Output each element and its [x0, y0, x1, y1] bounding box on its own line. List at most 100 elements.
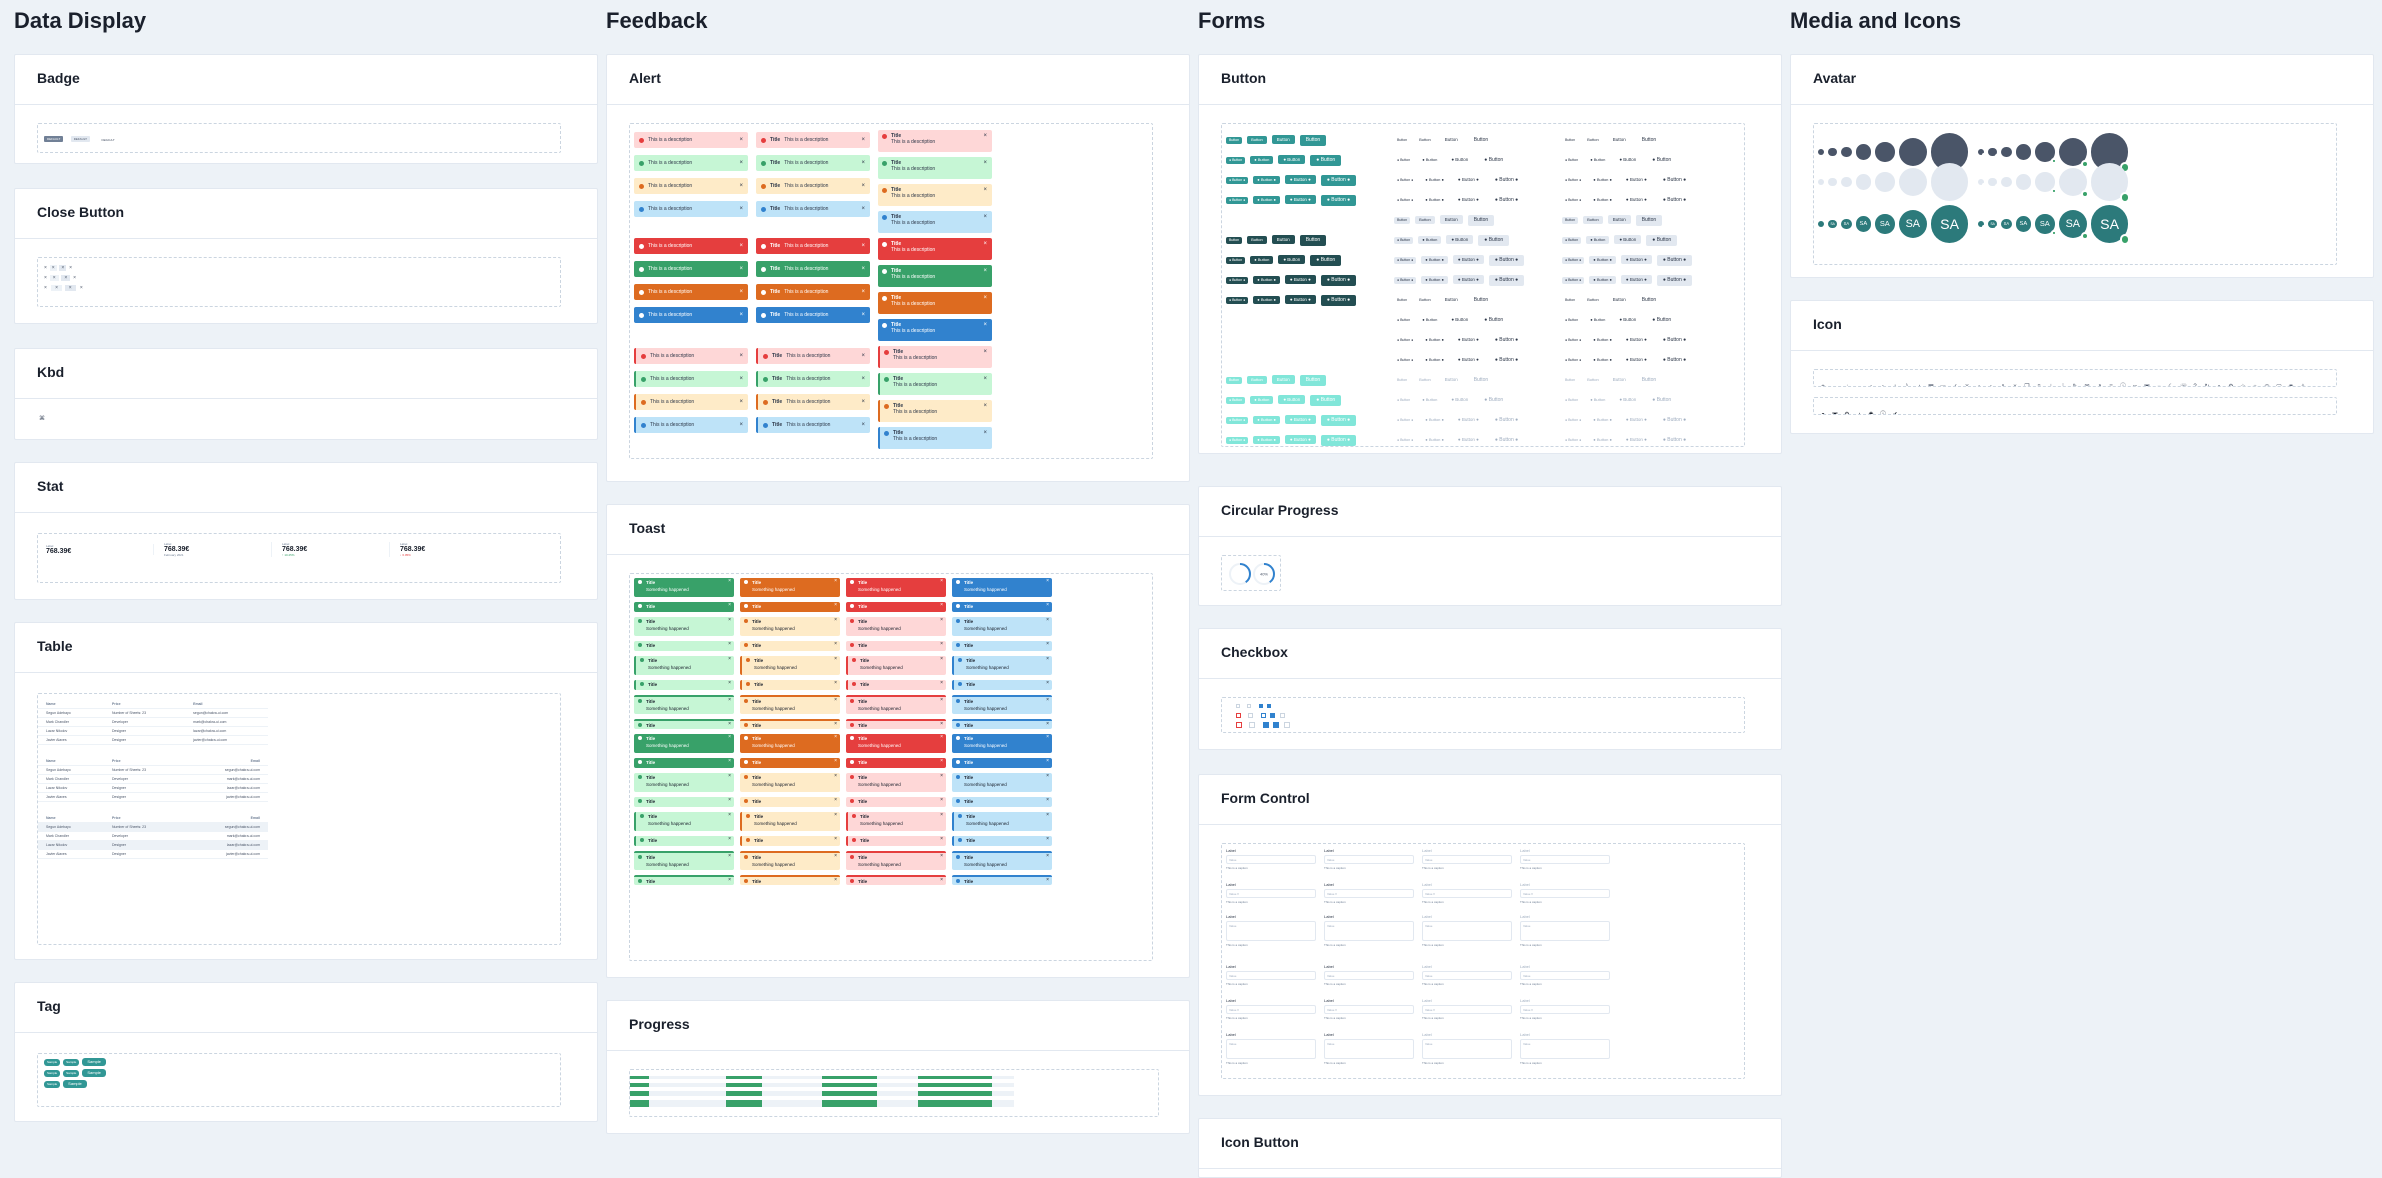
- button[interactable]: ● Button ●: [1284, 435, 1316, 444]
- close-icon[interactable]: ×: [940, 617, 943, 623]
- button[interactable]: Button: [1587, 377, 1599, 382]
- button[interactable]: Button: [1583, 216, 1603, 224]
- button[interactable]: ● Button: [1586, 236, 1610, 244]
- close-icon[interactable]: ×: [739, 183, 743, 189]
- close-icon[interactable]: ×: [861, 289, 865, 295]
- text-input[interactable]: Value: [1520, 855, 1610, 864]
- button[interactable]: ● Button ●: [1452, 255, 1484, 264]
- button[interactable]: ● Button ●: [1284, 295, 1316, 304]
- button[interactable]: ● Button ●: [1284, 415, 1316, 424]
- button[interactable]: Button: [1607, 215, 1631, 224]
- close-icon[interactable]: ×: [728, 773, 731, 779]
- close-icon[interactable]: ×: [1046, 602, 1049, 608]
- close-icon[interactable]: ×: [728, 853, 731, 859]
- button[interactable]: ● Button ●: [1562, 277, 1585, 284]
- button[interactable]: ● Button: [1422, 317, 1438, 322]
- button[interactable]: ● Button ●: [1562, 257, 1585, 264]
- button[interactable]: Button: [1444, 297, 1458, 302]
- close-icon[interactable]: ×: [983, 160, 987, 166]
- button[interactable]: ● Button ●: [1625, 437, 1647, 442]
- button[interactable]: Button: [1439, 215, 1463, 224]
- close-icon[interactable]: ×: [940, 697, 943, 703]
- close-icon[interactable]: ×: [49, 275, 59, 281]
- button[interactable]: ● Button ●: [1662, 357, 1687, 363]
- close-icon[interactable]: ×: [940, 734, 943, 740]
- button[interactable]: ● Button: [1652, 317, 1672, 323]
- close-icon[interactable]: ×: [1046, 721, 1049, 727]
- button[interactable]: ● Button ●: [1226, 197, 1249, 204]
- close-icon[interactable]: ×: [940, 680, 943, 686]
- button[interactable]: ● Button ●: [1253, 196, 1280, 204]
- button[interactable]: ● Button ●: [1226, 177, 1249, 184]
- button[interactable]: ● Button ●: [1656, 255, 1693, 266]
- button[interactable]: ● Button: [1614, 235, 1642, 244]
- close-icon[interactable]: ×: [73, 275, 77, 281]
- button[interactable]: Button: [1415, 216, 1435, 224]
- button[interactable]: ● Button ●: [1425, 437, 1444, 442]
- button[interactable]: ● Button ●: [1494, 417, 1519, 423]
- checkbox[interactable]: [1236, 722, 1242, 728]
- text-input[interactable]: Value: [1226, 1039, 1316, 1059]
- button[interactable]: ● Button ●: [1488, 255, 1525, 266]
- text-input[interactable]: Value: [1422, 1039, 1512, 1059]
- button[interactable]: ● Button ●: [1565, 198, 1582, 202]
- button[interactable]: ● Button ●: [1226, 297, 1249, 304]
- close-icon[interactable]: ×: [940, 578, 943, 584]
- close-icon[interactable]: ×: [983, 430, 987, 436]
- button[interactable]: ● Button ●: [1253, 176, 1280, 184]
- close-icon[interactable]: ×: [940, 602, 943, 608]
- button[interactable]: ● Button ●: [1565, 178, 1582, 182]
- checkbox[interactable]: [1249, 722, 1256, 728]
- button[interactable]: ● Button ●: [1565, 338, 1582, 342]
- button[interactable]: Button: [1419, 297, 1431, 302]
- button[interactable]: ● Button: [1397, 398, 1411, 402]
- close-icon[interactable]: ×: [861, 137, 865, 143]
- close-icon[interactable]: ×: [64, 285, 76, 291]
- close-icon[interactable]: ×: [834, 877, 837, 883]
- button[interactable]: ● Button ●: [1284, 275, 1316, 284]
- button[interactable]: ● Button: [1646, 235, 1678, 246]
- close-icon[interactable]: ×: [834, 734, 837, 740]
- button[interactable]: Button: [1397, 378, 1408, 382]
- close-icon[interactable]: ×: [49, 265, 57, 271]
- close-icon[interactable]: ×: [861, 312, 865, 318]
- button[interactable]: ● Button: [1565, 158, 1579, 162]
- button[interactable]: Button: [1587, 297, 1599, 302]
- text-input[interactable]: Value: [1324, 971, 1414, 980]
- close-icon[interactable]: ×: [728, 578, 731, 584]
- close-icon[interactable]: ×: [940, 773, 943, 779]
- close-icon[interactable]: ×: [59, 265, 67, 271]
- close-icon[interactable]: ×: [739, 353, 743, 359]
- button[interactable]: ● Button: [1565, 318, 1579, 322]
- button[interactable]: ● Button: [1484, 397, 1504, 403]
- button[interactable]: Button: [1397, 298, 1408, 302]
- checkbox[interactable]: [1236, 713, 1241, 718]
- button[interactable]: ● Button ●: [1253, 436, 1280, 444]
- button[interactable]: Button: [1419, 137, 1431, 142]
- close-icon[interactable]: ×: [728, 758, 731, 764]
- button[interactable]: Button: [1473, 297, 1489, 303]
- button[interactable]: ● Button ●: [1593, 357, 1612, 362]
- close-icon[interactable]: ×: [1046, 697, 1049, 703]
- close-icon[interactable]: ×: [739, 422, 743, 428]
- button[interactable]: Button: [1226, 137, 1243, 144]
- close-icon[interactable]: ×: [834, 836, 837, 842]
- button[interactable]: ● Button ●: [1593, 417, 1612, 422]
- button[interactable]: Button: [1397, 138, 1408, 142]
- button[interactable]: Button: [1641, 377, 1657, 383]
- button[interactable]: ● Button ●: [1425, 417, 1444, 422]
- close-icon[interactable]: ×: [940, 836, 943, 842]
- close-icon[interactable]: ×: [834, 773, 837, 779]
- button[interactable]: ● Button ●: [1226, 437, 1249, 444]
- button[interactable]: Button: [1271, 375, 1295, 384]
- close-icon[interactable]: ×: [728, 617, 731, 623]
- close-icon[interactable]: ×: [1046, 773, 1049, 779]
- button[interactable]: ● Button: [1250, 396, 1274, 404]
- button[interactable]: ● Button ●: [1625, 337, 1647, 342]
- close-icon[interactable]: ×: [1046, 641, 1049, 647]
- close-icon[interactable]: ×: [834, 697, 837, 703]
- button[interactable]: ● Button ●: [1494, 437, 1519, 443]
- button[interactable]: ● Button ●: [1397, 338, 1414, 342]
- button[interactable]: ● Button ●: [1662, 197, 1687, 203]
- button[interactable]: ● Button ●: [1625, 357, 1647, 362]
